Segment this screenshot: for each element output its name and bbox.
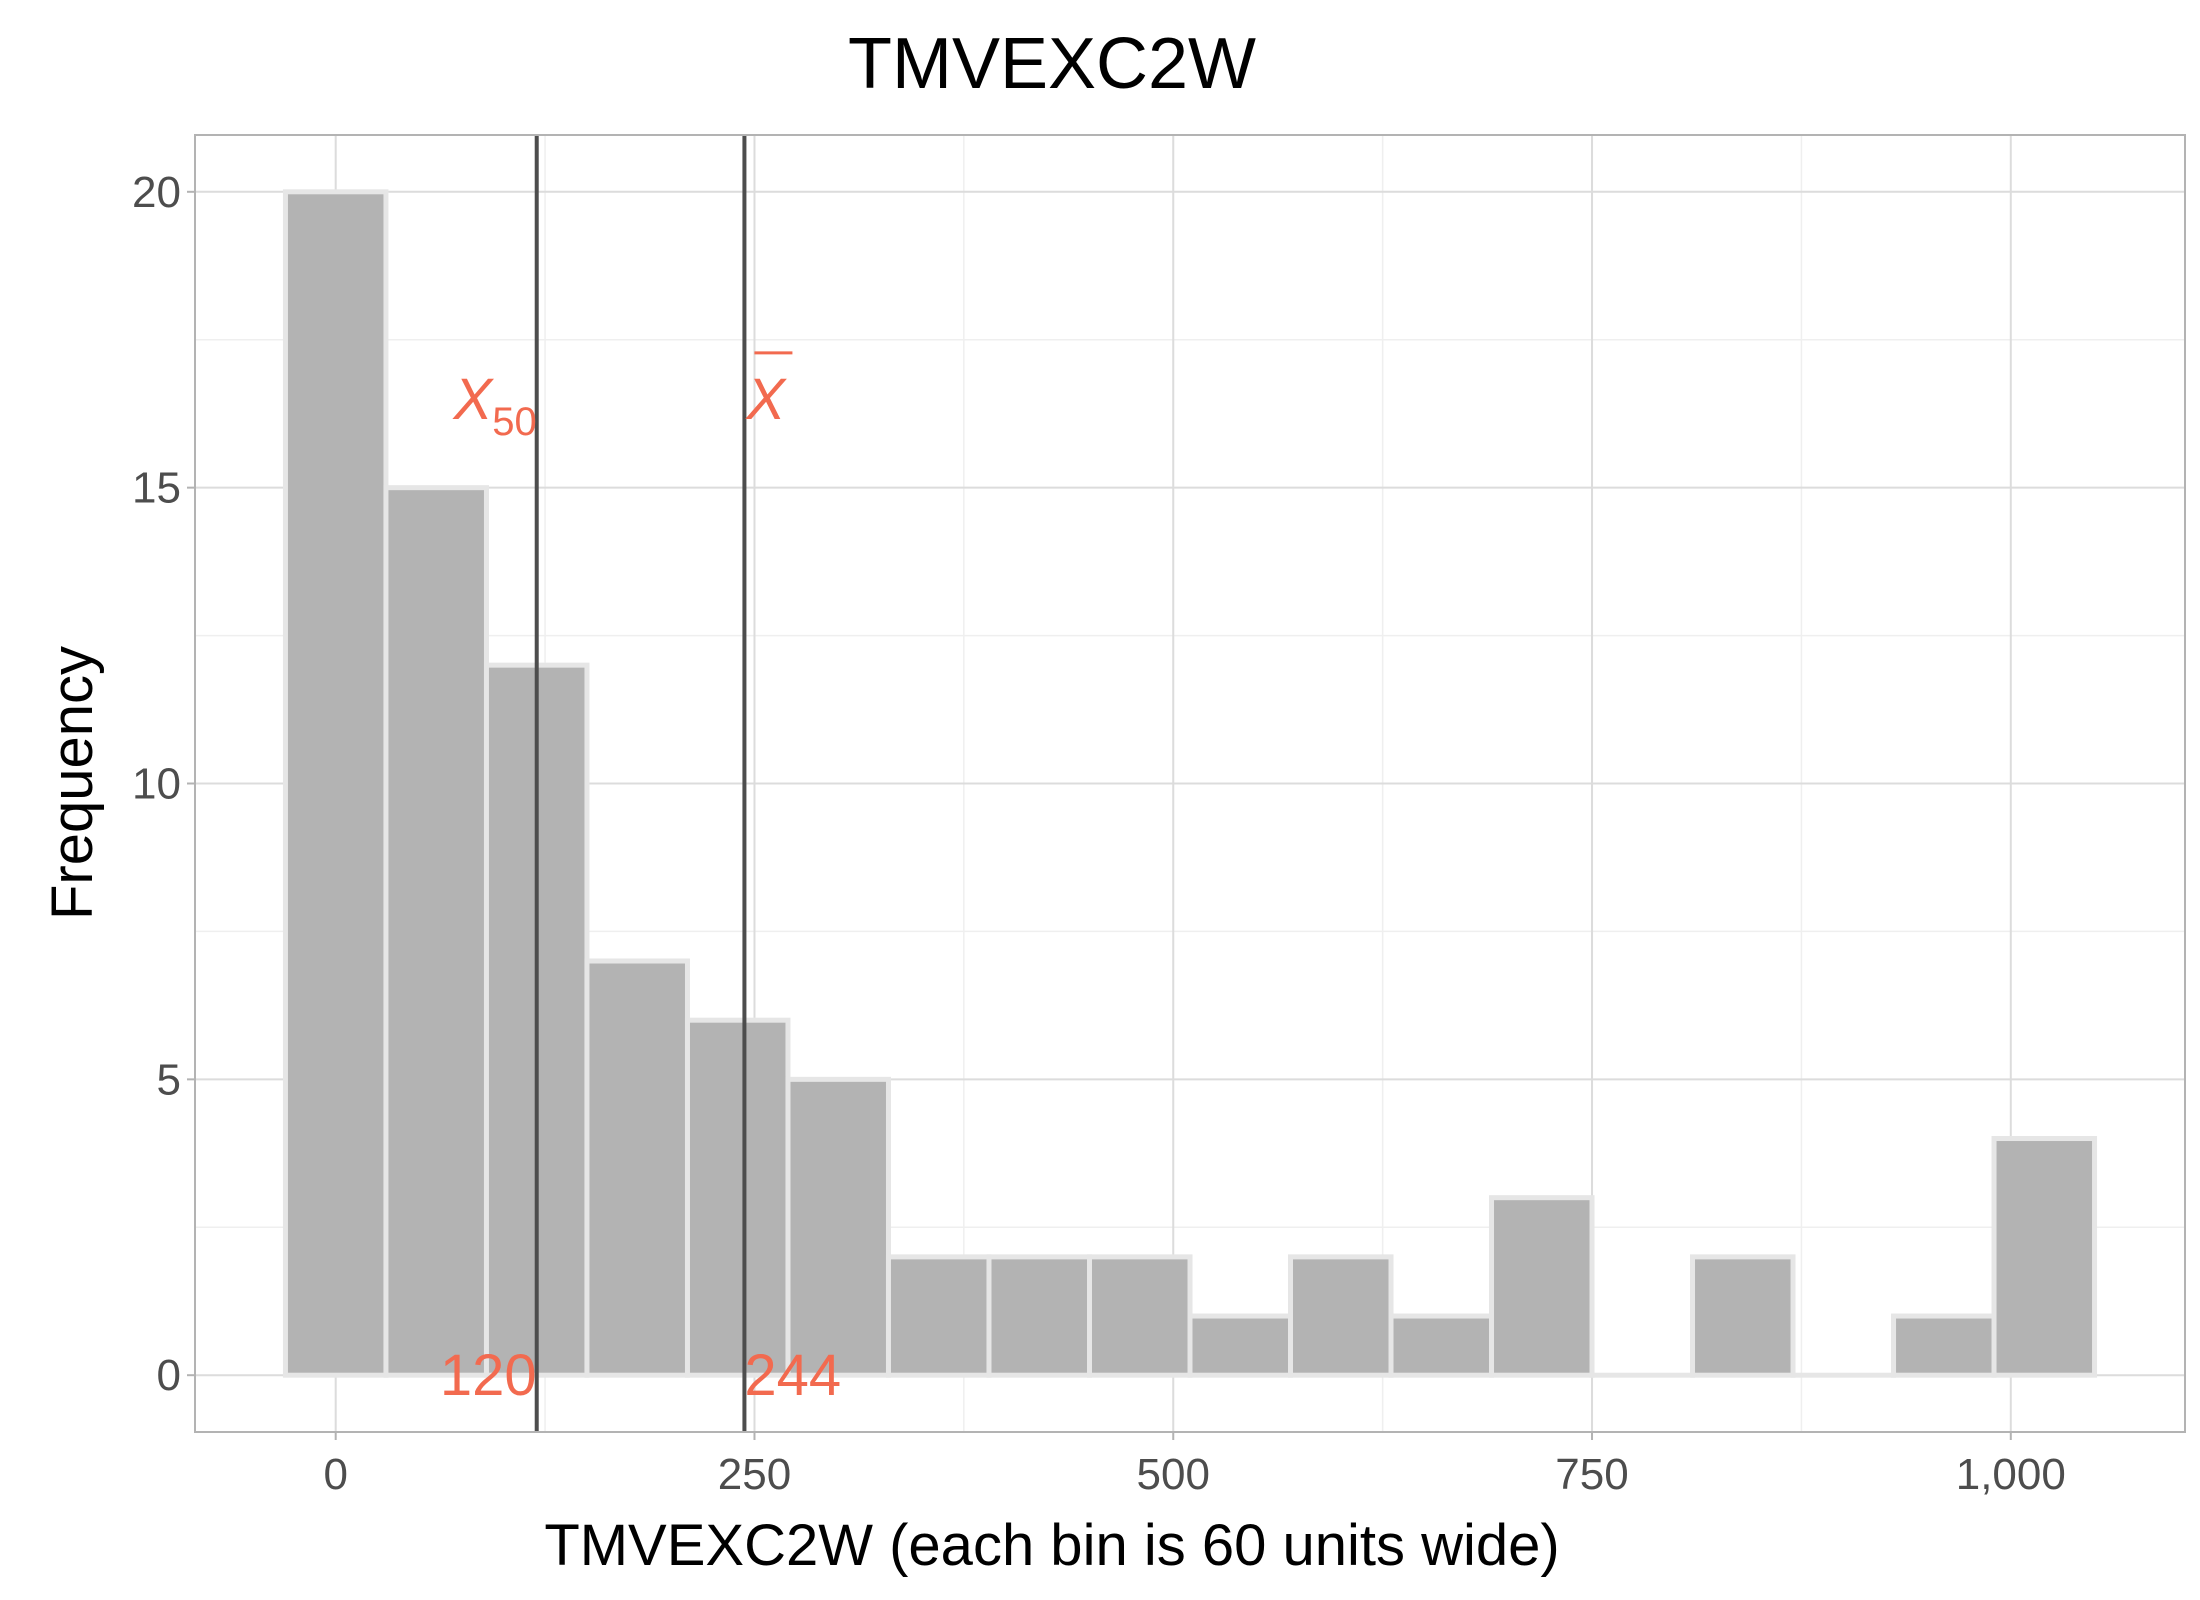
y-tick-label: 15 bbox=[132, 464, 181, 513]
x-axis-ticks: 0 250 500 750 1,000 bbox=[323, 1432, 2066, 1499]
histogram-bar bbox=[1288, 1254, 1394, 1378]
reference-symbol-label: X bbox=[744, 367, 787, 432]
histogram-bar bbox=[684, 1017, 791, 1378]
histogram-bar bbox=[885, 1254, 992, 1378]
histogram-bar bbox=[383, 485, 489, 1378]
x-axis-title: TMVEXC2W (each bin is 60 units wide) bbox=[544, 1513, 1559, 1578]
histogram-bar bbox=[282, 189, 389, 1378]
y-axis-ticks: 0 5 10 15 20 bbox=[132, 168, 195, 1400]
y-tick-label: 0 bbox=[157, 1351, 181, 1400]
x-tick-label: 0 bbox=[323, 1450, 347, 1499]
reference-value-label: 244 bbox=[744, 1343, 841, 1408]
reference-symbol-label: X50 bbox=[452, 367, 537, 444]
histogram-bar bbox=[1991, 1136, 2098, 1378]
histogram-bar bbox=[1187, 1313, 1294, 1378]
chart-title: TMVEXC2W bbox=[848, 24, 1256, 104]
histogram-bar bbox=[785, 1076, 891, 1378]
histogram-bar bbox=[1086, 1254, 1193, 1378]
histogram-bar bbox=[1489, 1195, 1595, 1378]
histogram-bar bbox=[584, 958, 690, 1378]
reference-symbol-subscript: 50 bbox=[492, 400, 537, 444]
histogram-bars bbox=[282, 189, 2098, 1378]
reference-lines bbox=[534, 135, 747, 1432]
x-tick-label: 500 bbox=[1137, 1450, 1210, 1499]
histogram-bar bbox=[1891, 1313, 1997, 1378]
histogram-bar bbox=[1388, 1313, 1495, 1378]
y-axis-title: Frequency bbox=[40, 646, 105, 920]
y-tick-label: 20 bbox=[132, 168, 181, 217]
x-tick-label: 1,000 bbox=[1956, 1450, 2066, 1499]
x-tick-label: 750 bbox=[1555, 1450, 1628, 1499]
y-tick-label: 10 bbox=[132, 760, 181, 809]
y-tick-label: 5 bbox=[157, 1055, 181, 1104]
histogram-bar bbox=[986, 1254, 1092, 1378]
x-tick-label: 250 bbox=[718, 1450, 791, 1499]
histogram-bar bbox=[1690, 1254, 1796, 1378]
reference-value-label: 120 bbox=[440, 1343, 537, 1408]
